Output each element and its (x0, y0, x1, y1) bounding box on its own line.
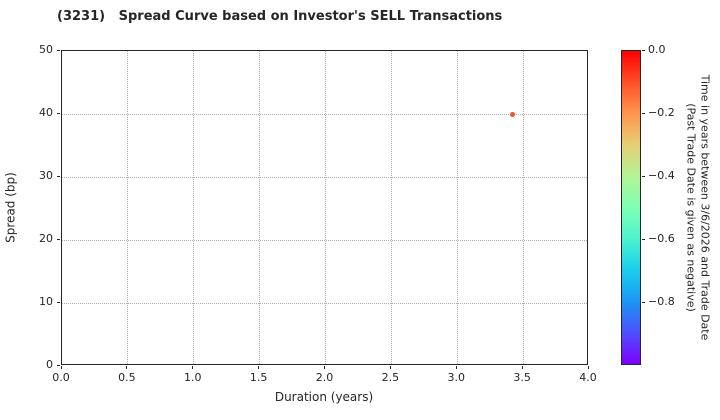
y-tick-label: 50 (39, 43, 53, 56)
gridline (62, 176, 587, 178)
y-tick-mark (57, 238, 60, 240)
y-tick-label: 0 (46, 358, 53, 371)
y-tick-label: 10 (39, 295, 53, 308)
gridline (62, 239, 587, 241)
colorbar-tick-mark (642, 175, 645, 177)
colorbar-tick-mark (642, 301, 645, 303)
x-tick-mark (324, 366, 325, 369)
x-tick-label: 2.0 (315, 371, 334, 384)
x-tick-label: 3.5 (513, 371, 531, 384)
colorbar-tick-label: −0.6 (648, 232, 675, 245)
gridline (259, 51, 261, 364)
colorbar-label-line2: (Past Trade Date is given as negative) (685, 103, 698, 312)
plot-area (61, 50, 588, 365)
y-tick-label: 20 (39, 232, 53, 245)
y-axis-label: Spread (bp) (3, 172, 18, 243)
x-tick-label: 4.0 (579, 371, 597, 384)
gridline (127, 51, 129, 364)
x-tick-label: 2.5 (381, 371, 400, 384)
x-tick-label: 1.0 (184, 371, 202, 384)
gridline (62, 302, 587, 304)
y-tick-label: 40 (39, 106, 53, 119)
y-tick-mark (57, 175, 60, 177)
x-tick-mark (258, 366, 260, 369)
x-tick-label: 0.5 (118, 371, 136, 384)
x-tick-mark (521, 366, 523, 369)
data-point (510, 111, 516, 117)
colorbar-tick-mark (642, 112, 645, 114)
y-tick-label: 30 (39, 169, 53, 182)
colorbar-tick-mark (642, 238, 645, 240)
gridline (522, 51, 524, 364)
colorbar-tick-label: 0.0 (648, 43, 666, 56)
colorbar-tick-label: −0.8 (648, 295, 675, 308)
colorbar (621, 50, 641, 365)
x-tick-mark (587, 366, 589, 369)
y-tick-mark (57, 301, 60, 303)
colorbar-tick-label: −0.4 (648, 169, 675, 182)
x-tick-mark (389, 366, 391, 369)
y-tick-mark (57, 49, 60, 51)
x-tick-label: 0.0 (52, 371, 70, 384)
gridline (456, 51, 458, 364)
y-tick-mark (57, 364, 60, 366)
colorbar-tick-mark (642, 49, 645, 51)
colorbar-label-line1: Time in years between 3/6/2026 and Trade… (698, 74, 712, 341)
x-tick-mark (192, 366, 194, 369)
colorbar-tick-label: −0.2 (648, 106, 675, 119)
gridline (62, 113, 587, 115)
gridline (193, 51, 195, 364)
gridline (325, 51, 326, 364)
x-tick-mark (126, 366, 128, 369)
x-tick-label: 3.0 (447, 371, 466, 384)
colorbar-label: Time in years between 3/6/2026 and Trade… (685, 29, 712, 387)
x-tick-mark (455, 366, 457, 369)
x-axis-label: Duration (years) (274, 390, 374, 404)
x-tick-label: 1.5 (249, 371, 268, 384)
y-tick-mark (57, 112, 60, 114)
x-tick-mark (60, 366, 62, 369)
chart-title: (3231) Spread Curve based on Investor's … (57, 9, 503, 24)
gridline (390, 51, 392, 364)
